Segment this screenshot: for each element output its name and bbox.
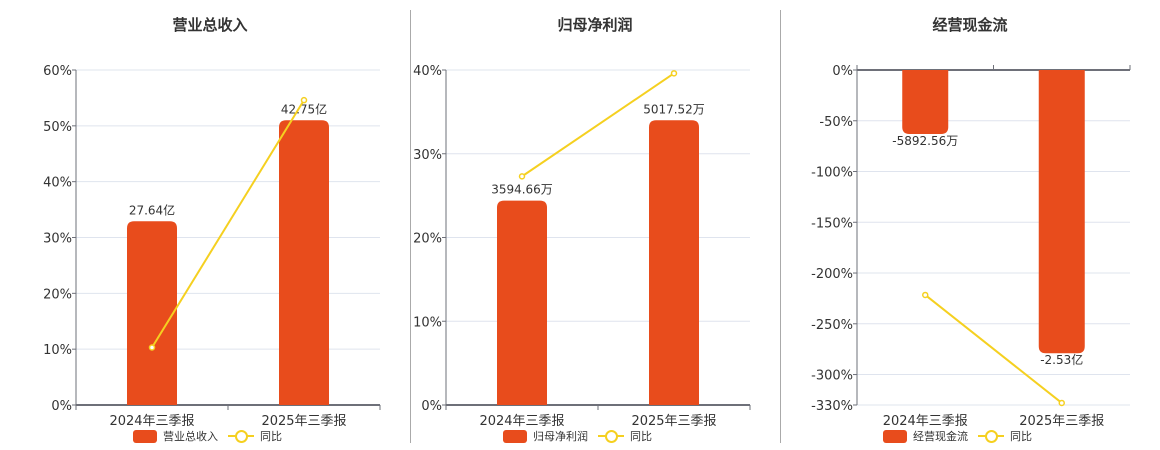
chart-panel-revenue: 营业总收入 (0, 0, 400, 450)
chart-title: 经营现金流 (932, 16, 1008, 34)
y-tick-label: -250% (811, 318, 853, 333)
bar[interactable] (279, 120, 329, 405)
y-tick-label: 0% (832, 64, 853, 79)
legend-label: 归母净利润 (533, 430, 588, 443)
legend-cash-flow[interactable]: 经营现金流 同比 (883, 428, 1032, 444)
legend-label: 营业总收入 (163, 430, 218, 443)
panel-separator (410, 10, 411, 443)
bar[interactable] (902, 70, 949, 134)
y-tick-label: 0% (421, 399, 442, 414)
bar-value-label: 3594.66万 (491, 183, 553, 197)
line-legend-icon (228, 429, 254, 443)
x-tick-label: 2024年三季报 (109, 414, 194, 429)
y-tick-label: -200% (811, 267, 853, 282)
legend-label: 同比 (260, 430, 282, 443)
bar-value-label: 27.64亿 (129, 202, 175, 217)
x-tick-label: 2024年三季报 (479, 414, 564, 429)
legend-label: 同比 (630, 430, 652, 443)
y-tick-label: 10% (43, 343, 72, 358)
y-tick-label: -150% (811, 216, 853, 231)
chart-title: 归母净利润 (557, 16, 633, 34)
bar-legend-icon (503, 429, 527, 443)
yoy-point[interactable] (300, 96, 308, 104)
y-tick-label: -50% (819, 115, 853, 130)
yoy-point[interactable] (922, 291, 929, 299)
legend-label: 同比 (1010, 430, 1032, 443)
chart-title: 营业总收入 (172, 16, 248, 34)
y-tick-label: -100% (811, 166, 853, 181)
bar[interactable] (649, 120, 699, 405)
bar-value-label: 5017.52万 (643, 102, 705, 116)
y-tick-label: 50% (43, 120, 72, 135)
bar-value-label: -5892.56万 (892, 134, 958, 148)
y-tick-label: 10% (413, 315, 442, 330)
legend-label: 经营现金流 (913, 430, 968, 443)
x-tick-label: 2025年三季报 (631, 414, 716, 429)
y-tick-label: 30% (43, 232, 72, 247)
bar-legend-icon (133, 429, 157, 443)
y-tick-label: -330% (811, 399, 853, 414)
x-tick-label: 2025年三季报 (261, 414, 346, 429)
x-tick-label: 2025年三季报 (1019, 414, 1104, 429)
yoy-line (521, 72, 675, 178)
legend-revenue[interactable]: 营业总收入 同比 (133, 428, 282, 444)
yoy-point[interactable] (148, 344, 156, 351)
y-tick-label: 20% (413, 232, 442, 247)
bar[interactable] (497, 200, 547, 405)
yoy-point[interactable] (670, 70, 678, 77)
panel-separator (780, 10, 781, 443)
yoy-point[interactable] (1058, 399, 1065, 407)
yoy-line (151, 99, 305, 349)
y-tick-label: 40% (413, 64, 442, 79)
bar-value-label: 42.75亿 (281, 101, 327, 116)
x-tick-label: 2024年三季报 (883, 414, 968, 429)
y-tick-label: -300% (811, 369, 853, 384)
y-tick-label: 60% (43, 64, 72, 79)
chart-panel-net-profit: 归母净利润 (410, 0, 780, 450)
y-tick-label: 40% (43, 176, 72, 191)
legend-net-profit[interactable]: 归母净利润 同比 (503, 428, 652, 444)
chart-panel-cash-flow: 经营现金流 (780, 0, 1160, 450)
y-tick-label: 30% (413, 148, 442, 163)
y-tick-label: 0% (51, 399, 72, 414)
bar[interactable] (127, 221, 177, 405)
bar[interactable] (1038, 70, 1085, 354)
yoy-point[interactable] (518, 173, 526, 180)
y-tick-label: 20% (43, 287, 72, 302)
line-legend-icon (978, 429, 1004, 443)
yoy-line (924, 294, 1063, 404)
line-legend-icon (598, 429, 624, 443)
bar-value-label: -2.53亿 (1040, 352, 1083, 367)
bar-legend-icon (883, 429, 907, 443)
